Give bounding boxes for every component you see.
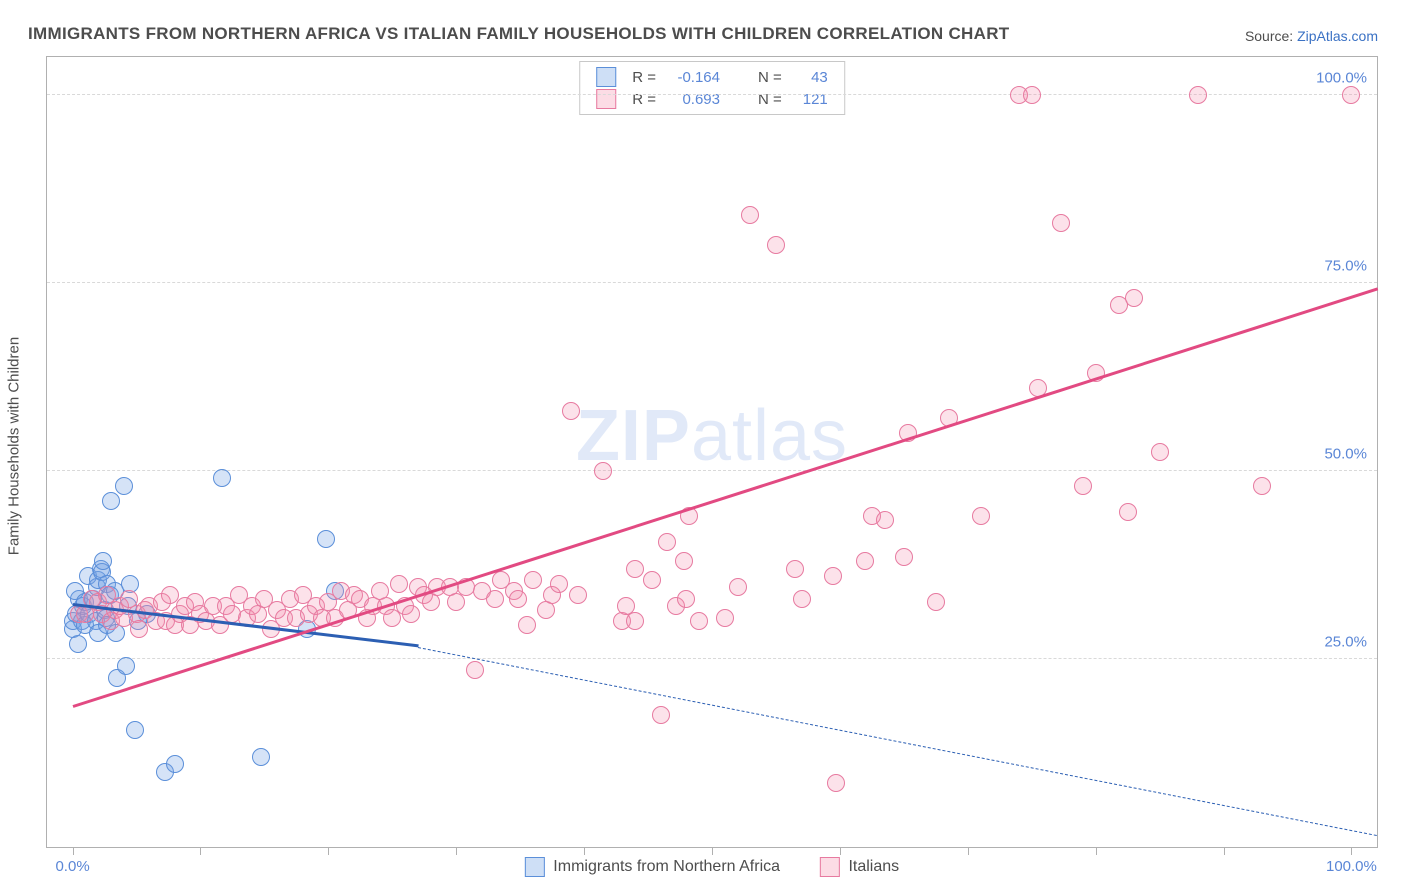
x-tick bbox=[1224, 847, 1225, 855]
x-tick bbox=[1351, 847, 1352, 855]
data-point bbox=[102, 492, 120, 510]
y-tick-label: 75.0% bbox=[1324, 257, 1367, 274]
y-axis-label: Family Households with Children bbox=[6, 337, 23, 555]
y-tick-label: 100.0% bbox=[1316, 69, 1367, 86]
data-point bbox=[94, 552, 112, 570]
data-point bbox=[643, 571, 661, 589]
trend-line bbox=[418, 647, 1377, 836]
source-credit: Source: ZipAtlas.com bbox=[1245, 28, 1378, 44]
data-point bbox=[827, 774, 845, 792]
source-link[interactable]: ZipAtlas.com bbox=[1297, 28, 1378, 44]
data-point bbox=[767, 236, 785, 254]
legend-item: Immigrants from Northern Africa bbox=[525, 858, 780, 875]
data-point bbox=[652, 706, 670, 724]
x-tick bbox=[584, 847, 585, 855]
data-point bbox=[675, 552, 693, 570]
gridline-h bbox=[47, 470, 1377, 471]
data-point bbox=[716, 609, 734, 627]
x-tick bbox=[712, 847, 713, 855]
trend-line bbox=[72, 287, 1377, 707]
data-point bbox=[166, 755, 184, 773]
legend-item: Italians bbox=[820, 858, 899, 875]
data-point bbox=[1189, 86, 1207, 104]
data-point bbox=[518, 616, 536, 634]
gridline-h bbox=[47, 282, 1377, 283]
data-point bbox=[594, 462, 612, 480]
data-point bbox=[390, 575, 408, 593]
data-point bbox=[486, 590, 504, 608]
data-point bbox=[729, 578, 747, 596]
x-tick bbox=[328, 847, 329, 855]
x-tick-label: 100.0% bbox=[1326, 858, 1377, 875]
data-point bbox=[856, 552, 874, 570]
x-tick bbox=[73, 847, 74, 855]
data-point bbox=[786, 560, 804, 578]
data-point bbox=[317, 530, 335, 548]
data-point bbox=[1074, 477, 1092, 495]
data-point bbox=[130, 620, 148, 638]
source-prefix: Source: bbox=[1245, 28, 1297, 44]
data-point bbox=[626, 612, 644, 630]
data-point bbox=[69, 635, 87, 653]
data-point bbox=[509, 590, 527, 608]
x-tick bbox=[200, 847, 201, 855]
chart-title: IMMIGRANTS FROM NORTHERN AFRICA VS ITALI… bbox=[28, 24, 1009, 44]
data-point bbox=[1342, 86, 1360, 104]
data-point bbox=[1125, 289, 1143, 307]
data-point bbox=[126, 721, 144, 739]
data-point bbox=[741, 206, 759, 224]
data-point bbox=[626, 560, 644, 578]
y-tick-label: 25.0% bbox=[1324, 633, 1367, 650]
gridline-h bbox=[47, 94, 1377, 95]
data-point bbox=[690, 612, 708, 630]
data-point bbox=[972, 507, 990, 525]
data-point bbox=[895, 548, 913, 566]
watermark: ZIPatlas bbox=[576, 395, 848, 477]
legend-correlation-box: R =-0.164N =43R =0.693N =121 bbox=[579, 61, 845, 115]
x-tick bbox=[840, 847, 841, 855]
data-point bbox=[658, 533, 676, 551]
data-point bbox=[824, 567, 842, 585]
data-point bbox=[447, 593, 465, 611]
data-point bbox=[550, 575, 568, 593]
data-point bbox=[793, 590, 811, 608]
data-point bbox=[117, 657, 135, 675]
legend-row: R =0.693N =121 bbox=[590, 88, 834, 110]
data-point bbox=[466, 661, 484, 679]
y-tick-label: 50.0% bbox=[1324, 445, 1367, 462]
data-point bbox=[569, 586, 587, 604]
data-point bbox=[402, 605, 420, 623]
data-point bbox=[562, 402, 580, 420]
data-point bbox=[876, 511, 894, 529]
data-point bbox=[1023, 86, 1041, 104]
legend-row: R =-0.164N =43 bbox=[590, 66, 834, 88]
x-tick-label: 0.0% bbox=[55, 858, 89, 875]
data-point bbox=[1253, 477, 1271, 495]
data-point bbox=[115, 477, 133, 495]
data-point bbox=[1052, 214, 1070, 232]
data-point bbox=[252, 748, 270, 766]
x-tick bbox=[1096, 847, 1097, 855]
data-point bbox=[677, 590, 695, 608]
x-tick bbox=[456, 847, 457, 855]
data-point bbox=[1119, 503, 1137, 521]
data-point bbox=[213, 469, 231, 487]
data-point bbox=[927, 593, 945, 611]
data-point bbox=[524, 571, 542, 589]
chart-plot-area: ZIPatlas R =-0.164N =43R =0.693N =121 Im… bbox=[46, 56, 1378, 848]
data-point bbox=[1151, 443, 1169, 461]
x-tick bbox=[968, 847, 969, 855]
gridline-h bbox=[47, 658, 1377, 659]
legend-series: Immigrants from Northern Africa Italians bbox=[525, 857, 899, 877]
